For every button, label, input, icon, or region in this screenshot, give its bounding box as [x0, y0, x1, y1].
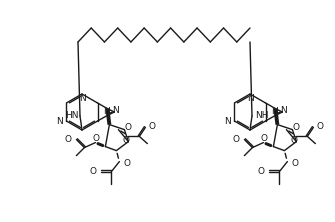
Text: N: N [247, 93, 253, 103]
Text: O: O [93, 134, 100, 143]
Text: O: O [291, 136, 298, 145]
Text: O: O [123, 136, 130, 145]
Text: O: O [232, 135, 240, 144]
Text: O: O [123, 159, 130, 168]
Text: O: O [316, 122, 323, 131]
Text: NH: NH [255, 111, 269, 119]
Text: O: O [261, 134, 268, 143]
Text: O: O [64, 135, 71, 144]
Text: O: O [291, 159, 298, 168]
Text: N: N [79, 93, 85, 103]
Text: N: N [56, 117, 62, 125]
Text: N: N [280, 106, 287, 115]
Text: N: N [103, 107, 110, 116]
Text: N: N [112, 106, 119, 115]
Text: N: N [271, 107, 278, 116]
Text: O: O [89, 167, 96, 176]
Text: O: O [293, 123, 300, 132]
Text: N: N [224, 117, 230, 125]
Text: O: O [125, 123, 132, 132]
Text: HN: HN [65, 111, 79, 119]
Text: O: O [257, 167, 264, 176]
Text: O: O [148, 122, 155, 131]
